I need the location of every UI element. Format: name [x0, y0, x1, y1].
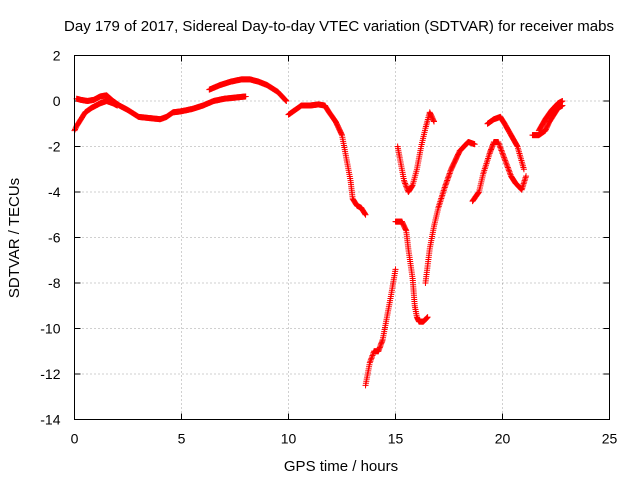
data-point [520, 166, 527, 173]
data-series-seg2 [73, 92, 249, 123]
data-point [430, 117, 437, 124]
x-tick-label: 20 [495, 431, 511, 447]
data-point [501, 154, 508, 161]
data-point [497, 144, 504, 151]
data-point [475, 189, 482, 196]
data-point [501, 156, 508, 163]
data-point [402, 226, 409, 233]
y-tick-label: -14 [40, 412, 60, 428]
data-point [503, 161, 510, 168]
data-point [282, 96, 289, 103]
data-series-seg8 [422, 138, 478, 286]
data-point [495, 138, 502, 145]
data-point [362, 211, 369, 218]
x-axis-label: GPS time / hours [284, 458, 398, 475]
data-point [505, 167, 512, 174]
data-point [504, 163, 511, 170]
data-series-seg6 [392, 218, 431, 325]
data-points [71, 76, 566, 389]
data-point [559, 98, 566, 104]
data-point [504, 164, 511, 171]
data-point [242, 93, 249, 100]
data-point [502, 157, 509, 164]
data-point [402, 181, 409, 188]
y-tick-label: -6 [48, 230, 61, 246]
y-tick-label: -2 [48, 139, 61, 155]
data-point [402, 180, 409, 187]
data-point [362, 210, 369, 217]
data-series-seg10 [484, 113, 527, 173]
x-tick-label: 5 [178, 431, 186, 447]
data-point [498, 148, 505, 155]
data-point [496, 141, 503, 148]
chart-title: Day 179 of 2017, Sidereal Day-to-day VTE… [64, 18, 614, 35]
data-point [424, 314, 431, 321]
data-point [497, 146, 504, 153]
data-point [369, 352, 376, 359]
data-point [500, 151, 507, 158]
plot-frame [74, 55, 610, 420]
y-tick-label: 0 [53, 93, 61, 109]
data-series-seg3 [206, 76, 290, 104]
data-point [502, 158, 509, 165]
data-series-seg7 [394, 109, 438, 195]
x-tick-label: 10 [281, 431, 297, 447]
y-tick-label: -8 [48, 275, 61, 291]
data-point [523, 173, 530, 180]
data-point [495, 140, 502, 147]
data-point [500, 153, 507, 160]
data-series-seg12 [535, 98, 566, 134]
x-tick-labels: 0 5 10 15 20 25 [71, 431, 618, 447]
data-point [367, 356, 374, 363]
grid [74, 55, 610, 420]
data-point [496, 143, 503, 150]
data-point [401, 179, 408, 186]
data-point [282, 97, 289, 104]
data-point [498, 147, 505, 154]
data-point [431, 118, 438, 125]
data-point [424, 314, 431, 321]
data-point [368, 355, 375, 362]
y-tick-label: 2 [53, 48, 61, 64]
y-axis-label: SDTVAR / TECUs [6, 178, 23, 298]
data-point [423, 315, 430, 322]
data-point [505, 165, 512, 172]
data-point [499, 150, 506, 157]
data-point [366, 359, 373, 366]
data-point [506, 168, 513, 175]
data-point [401, 177, 408, 184]
data-point [368, 353, 375, 360]
x-tick-label: 15 [388, 431, 404, 447]
y-tick-label: -12 [40, 366, 60, 382]
data-point [506, 170, 513, 177]
x-tick-label: 25 [602, 431, 618, 447]
data-series-seg4 [285, 101, 369, 218]
data-point [392, 266, 399, 273]
data-series-seg9 [469, 138, 530, 205]
y-tick-labels: 2 0 -2 -4 -6 -8 -10 -12 -14 [40, 48, 60, 428]
data-point [471, 141, 478, 148]
data-point [503, 160, 510, 167]
x-tick-label: 0 [71, 431, 79, 447]
data-point [283, 98, 290, 104]
y-tick-label: -4 [48, 184, 61, 200]
data-point [367, 358, 374, 365]
data-series-seg5 [362, 266, 399, 389]
y-tick-label: -10 [40, 321, 60, 337]
data-point [403, 183, 410, 190]
